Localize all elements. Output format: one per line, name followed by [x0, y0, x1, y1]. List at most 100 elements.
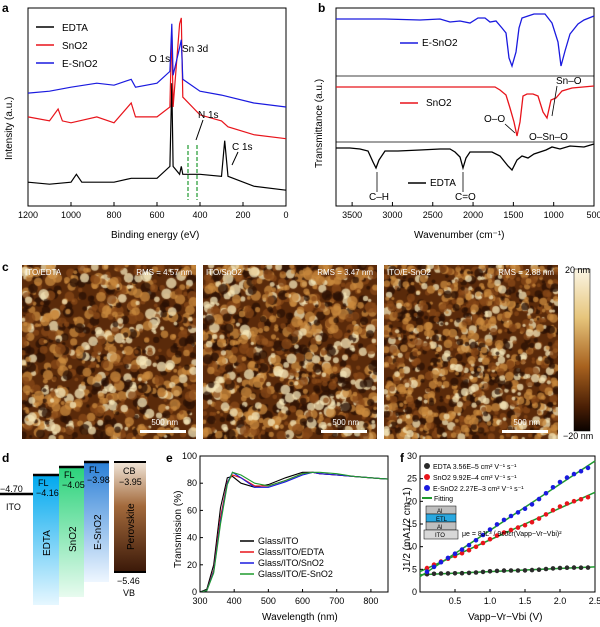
panel-f-point-0	[564, 565, 570, 570]
panel-f-yticklabel-2: 10	[407, 542, 417, 552]
panel-e-xticklabel-4: 700	[329, 596, 344, 606]
annot-o-o-arrow	[504, 123, 516, 134]
panel-e-xticklabel-2: 500	[261, 596, 276, 606]
legend-f-dot-2	[424, 485, 430, 491]
panel-e-yticklabel-4: 80	[187, 478, 197, 488]
panel-f-point-2	[578, 468, 584, 474]
panel-f-xticklabel-1: 1.0	[484, 596, 497, 606]
afm-scale-sno2: 500 nm	[332, 418, 359, 427]
panel-f-point-2	[466, 542, 472, 548]
panel-f-point-2	[529, 502, 535, 507]
legend-a-edta: EDTA	[62, 23, 88, 34]
afm-scale-edta: 500 nm	[151, 418, 178, 427]
vb-value: −5.46	[117, 576, 140, 586]
panel-f-xticklabel-4: 2.5	[589, 596, 600, 606]
panel-b-sno2-curve	[336, 85, 595, 137]
panel-f-point-1	[557, 504, 563, 509]
panel-f-point-0	[578, 565, 584, 570]
inset-al-top-label: Al	[437, 509, 442, 515]
panel-b-ticklabel-4: 1500	[503, 210, 523, 220]
panel-f-xticklabel-3: 2.0	[554, 596, 567, 606]
panel-e-chart: 300 400 500 600 700 800 0 20 40 60 80 100 Glass/ITO…	[173, 451, 389, 623]
panel-e-xticklabel-5: 800	[363, 596, 378, 606]
annot-n1s: N 1s	[198, 110, 219, 121]
panel-f-point-1	[564, 501, 570, 506]
panel-a-label: a	[2, 1, 9, 15]
esno2-fl: FL	[89, 465, 100, 475]
panel-b-ticklabel-1: 3000	[382, 210, 402, 220]
panel-e-label: e	[166, 451, 173, 465]
panel-f-xlabel: Vapp−Vr−Vbi (V)	[468, 612, 542, 623]
panel-b-label: b	[318, 1, 325, 15]
panel-a-chart: 1200 1000 800 600 400 200 0 EDTA SnO2 E-SnO2 O…	[4, 7, 289, 241]
panel-e-xlabel: Wavelength (nm)	[262, 612, 338, 623]
panel-e-line-3	[199, 471, 389, 593]
panel-f-point-1	[459, 550, 465, 556]
panel-f-point-0	[515, 568, 521, 573]
panel-f-point-1	[473, 544, 479, 550]
panel-e-ylabel: Transmission (%)	[173, 491, 184, 568]
panel-f-point-1	[501, 530, 507, 535]
panel-a-ticklabel-0: 1200	[18, 210, 38, 220]
panel-f-ticks: 0.5 1.0 1.5 2.0 2.5 0 5 10 15 20 25 30	[407, 451, 600, 606]
ito-label: ITO	[6, 502, 21, 512]
panel-e-yticklabel-1: 20	[187, 560, 197, 570]
panel-f-point-0	[431, 571, 437, 577]
panel-f-point-0	[494, 568, 500, 574]
panel-f-point-0	[452, 571, 458, 576]
panel-b-ticklabel-2: 2500	[423, 210, 443, 220]
panel-f-point-2	[522, 506, 528, 512]
afm-rms-edta: RMS = 4.57 nm	[136, 268, 192, 277]
inset-al-bottom-label: Al	[437, 525, 442, 531]
panel-f-point-0	[571, 565, 577, 570]
panel-a-ticklabel-4: 400	[192, 210, 207, 220]
panel-f-point-1	[522, 522, 528, 528]
panel-f-series	[419, 460, 596, 578]
esno2-layer-name: E-SnO2	[93, 514, 104, 550]
panel-f-point-1	[487, 536, 493, 542]
afm-label-edta: ITO/EDTA	[25, 268, 62, 277]
inset-ito	[423, 529, 459, 540]
annot-c-h: C–H	[369, 192, 389, 203]
panel-f-point-1	[466, 547, 472, 553]
panel-f-point-0	[501, 568, 507, 573]
panel-f-point-2	[515, 510, 521, 515]
edta-fl: FL	[38, 478, 49, 488]
panel-f-yticklabel-6: 30	[407, 451, 417, 461]
vb-label: VB	[123, 588, 135, 598]
panel-f-point-0	[473, 570, 479, 575]
panel-b-esno2-curve	[336, 13, 595, 69]
afm-rms-sno2: RMS = 3.47 nm	[317, 268, 373, 277]
panel-f-point-2	[431, 564, 437, 570]
panel-a-ticklabel-2: 800	[106, 210, 121, 220]
annot-c-o: C=O	[455, 192, 476, 203]
afm-texture	[203, 265, 377, 439]
panel-a-ylabel: Intensity (a.u.)	[4, 97, 15, 160]
afm-label-sno2: ITO/SnO2	[206, 268, 242, 277]
panel-f-point-0	[459, 570, 465, 576]
panel-b-ticklabel-5: 1000	[544, 210, 564, 220]
annot-o1s: O 1s	[149, 54, 170, 65]
afm-scalebar-esno2	[502, 430, 548, 433]
legend-a-esno2: E-SnO2	[62, 59, 98, 70]
panel-f-point-1	[480, 540, 486, 546]
panel-f-point-2	[571, 471, 577, 477]
panel-d-diagram: −4.70 ITO FL −4.16 FL −4.05 FL −3.98 CB …	[0, 460, 146, 605]
panel-f-point-1	[508, 527, 514, 533]
panel-b-frame	[335, 7, 595, 207]
panel-f-point-2	[508, 513, 514, 519]
panel-e-yticklabel-0: 0	[192, 587, 197, 597]
legend-b-esno2: E-SnO2	[422, 38, 458, 49]
panel-b-ylabel: Transmittance (a.u.)	[314, 79, 325, 168]
panel-a-xlabel: Binding energy (eV)	[111, 230, 199, 241]
panel-e-yticklabel-2: 40	[187, 533, 197, 543]
panel-f-point-0	[508, 568, 514, 573]
legend-f-dot-1	[424, 474, 430, 480]
panel-a-ticklabel-6: 0	[283, 210, 288, 220]
panel-f-point-2	[445, 555, 451, 561]
legend-f-2: E-SnO2 2.27E–3 cm² V⁻¹ s⁻¹	[433, 486, 524, 493]
panel-a-ticklabel-1: 1000	[61, 210, 81, 220]
panel-f-ylabel: J1/2 (mA1/2 cm−1)	[402, 487, 413, 572]
panel-f-point-0	[480, 569, 486, 575]
annot-c1s: C 1s	[232, 142, 253, 153]
